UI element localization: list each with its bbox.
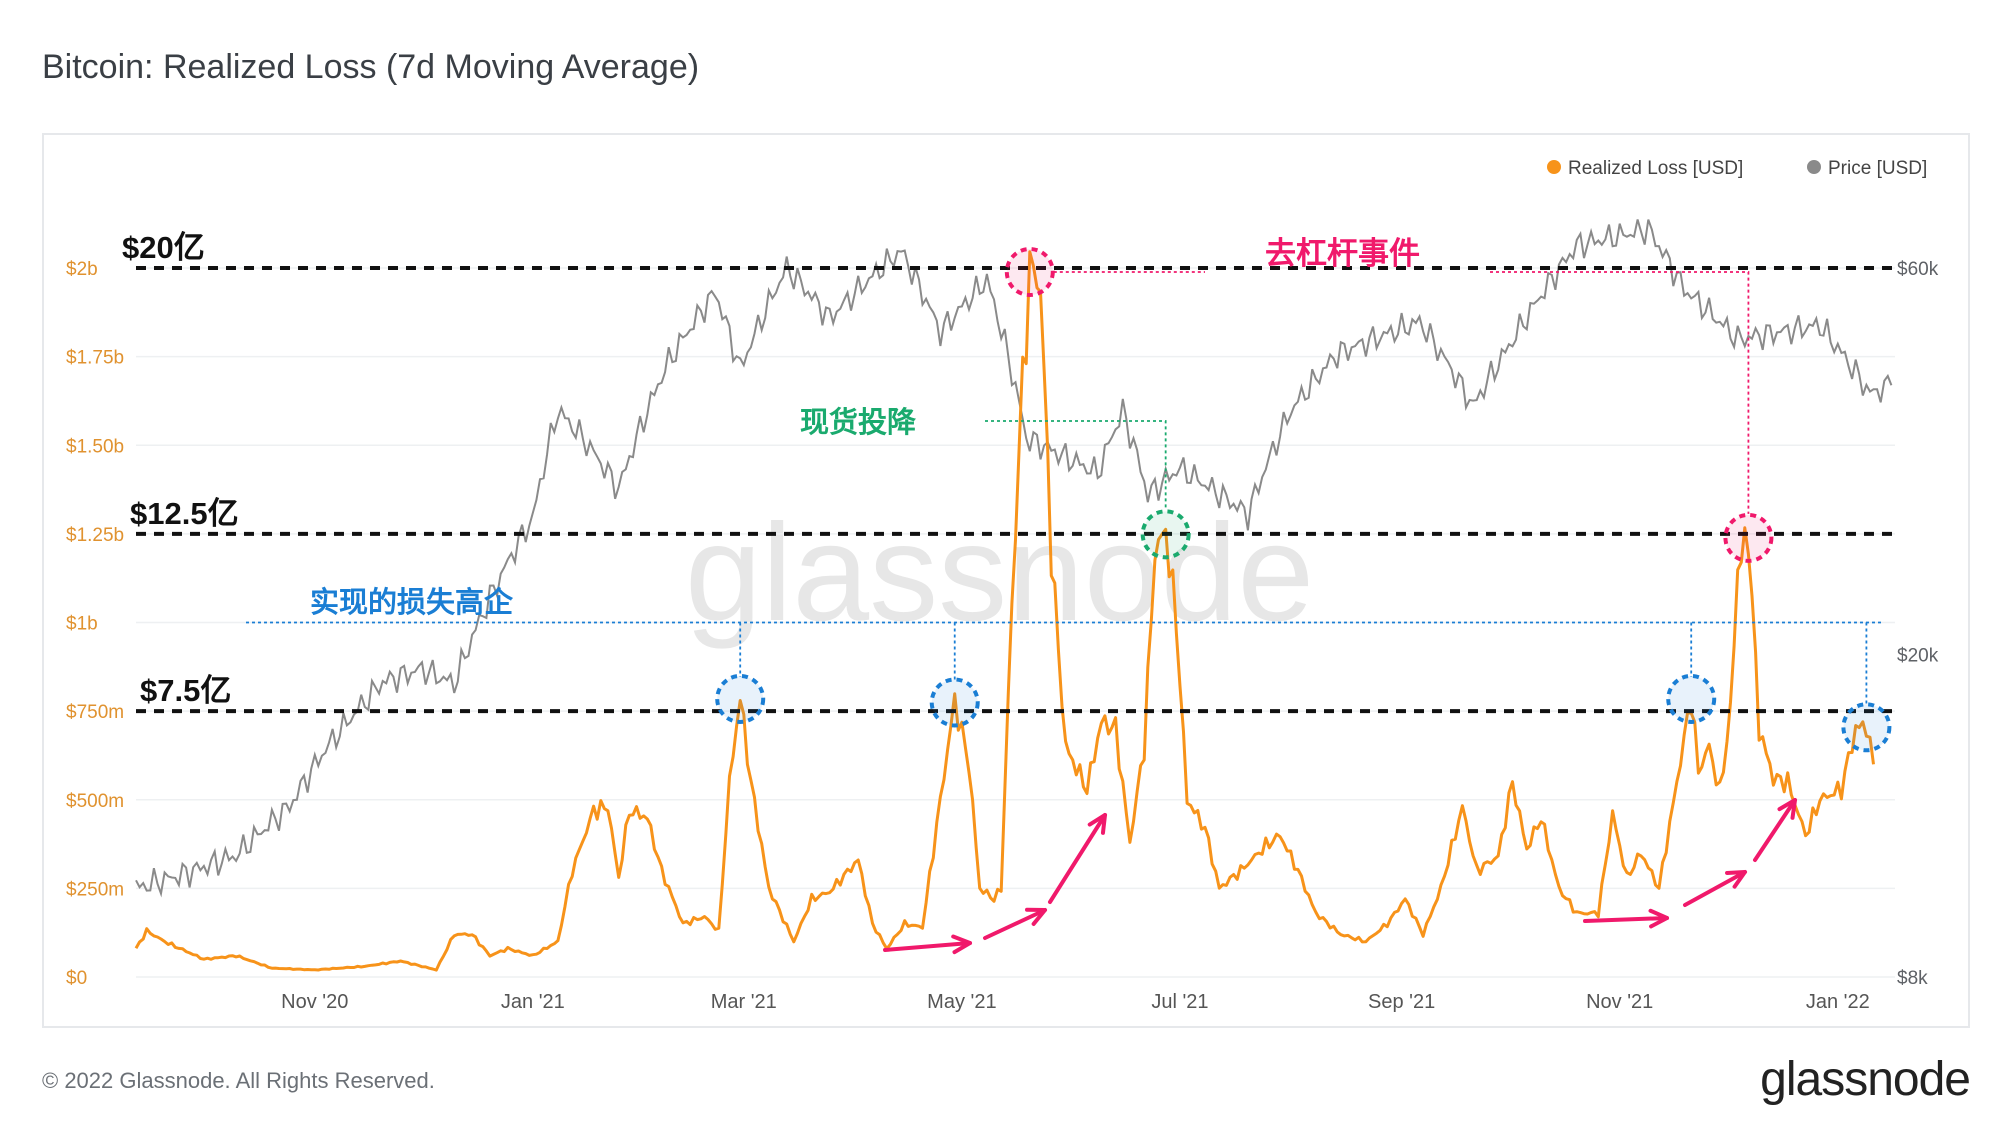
reference-line-label: $20亿 bbox=[122, 230, 205, 265]
peak-marker bbox=[1140, 509, 1191, 560]
trend-arrow bbox=[1583, 916, 1669, 923]
axes: $0 $250m $500m $750m $1b $1.25b $1.50b $1.75b $2… bbox=[66, 259, 1939, 1013]
y-left-tick: $2b bbox=[66, 259, 98, 280]
trend-arrow bbox=[1753, 798, 1797, 862]
y-left-tick: $750m bbox=[66, 702, 124, 723]
peak-marker bbox=[1666, 673, 1717, 724]
y-left-tick: $500m bbox=[66, 791, 124, 812]
reference-line-label: $12.5亿 bbox=[130, 496, 239, 531]
legend-loss-label[interactable]: Realized Loss [USD] bbox=[1568, 158, 1743, 179]
trend-arrow-head bbox=[1087, 813, 1107, 835]
deleverage-connector bbox=[1490, 271, 1750, 514]
trend-arrow bbox=[1048, 813, 1107, 904]
deleverage-label: 去杠杆事件 bbox=[1265, 236, 1420, 271]
reference-lines: $20亿 $12.5亿 $7.5亿 bbox=[122, 230, 1898, 714]
x-tick: Jan '21 bbox=[501, 991, 565, 1013]
capitulation-connector bbox=[985, 420, 1167, 511]
trend-arrow bbox=[983, 908, 1047, 940]
x-tick: Jan '22 bbox=[1806, 991, 1870, 1013]
watermark: glassnode bbox=[685, 496, 1314, 650]
y-left-tick: $1.25b bbox=[66, 525, 124, 546]
chart-frame bbox=[42, 133, 1970, 1028]
peak-marker bbox=[1004, 247, 1055, 297]
x-tick: May '21 bbox=[927, 991, 996, 1013]
reference-line-label: $7.5亿 bbox=[140, 673, 231, 708]
x-tick: Sep '21 bbox=[1368, 991, 1435, 1013]
y-left-tick: $1.50b bbox=[66, 436, 124, 457]
peak-marker bbox=[715, 673, 766, 724]
trend-arrow-head bbox=[951, 934, 972, 955]
x-tick: Mar '21 bbox=[711, 991, 777, 1013]
y-left-tick: $1.75b bbox=[66, 348, 124, 369]
trend-arrow-head bbox=[1777, 798, 1797, 820]
trend-arrow-head bbox=[1648, 908, 1669, 929]
x-tick: Jul '21 bbox=[1151, 991, 1208, 1013]
peak-marker bbox=[929, 677, 980, 728]
series-layer bbox=[134, 219, 1893, 972]
capitulation-label: 现货投降 bbox=[800, 405, 917, 439]
footer-logo: glassnode bbox=[1760, 1053, 1971, 1106]
chart-title: Bitcoin: Realized Loss (7d Moving Averag… bbox=[42, 48, 700, 86]
highs-label: 实现的损失高企 bbox=[310, 585, 514, 619]
y-right-tick: $8k bbox=[1897, 968, 1928, 989]
x-tick: Nov '21 bbox=[1586, 991, 1653, 1013]
trend-arrow bbox=[883, 941, 972, 952]
x-tick: Nov '20 bbox=[281, 991, 348, 1013]
y-right-tick: $20k bbox=[1897, 646, 1939, 667]
y-right-tick: $60k bbox=[1897, 259, 1939, 280]
legend-loss-marker bbox=[1547, 160, 1561, 174]
trend-arrow-head bbox=[1725, 870, 1747, 889]
realized-loss-line bbox=[134, 250, 1875, 972]
legend-price-marker bbox=[1807, 160, 1821, 174]
y-left-tick: $250m bbox=[66, 879, 124, 900]
trend-arrow bbox=[1683, 870, 1747, 907]
legend-price-label[interactable]: Price [USD] bbox=[1828, 158, 1927, 179]
peak-marker bbox=[1841, 702, 1892, 753]
price-line bbox=[135, 219, 1893, 898]
legend[interactable]: Realized Loss [USD] Price [USD] bbox=[1547, 158, 1927, 179]
y-left-tick: $0 bbox=[66, 968, 87, 989]
trend-arrow-head bbox=[1025, 907, 1047, 926]
y-left-tick: $1b bbox=[66, 614, 98, 635]
footer-copyright: © 2022 Glassnode. All Rights Reserved. bbox=[42, 1068, 435, 1093]
peak-marker bbox=[1723, 512, 1774, 563]
